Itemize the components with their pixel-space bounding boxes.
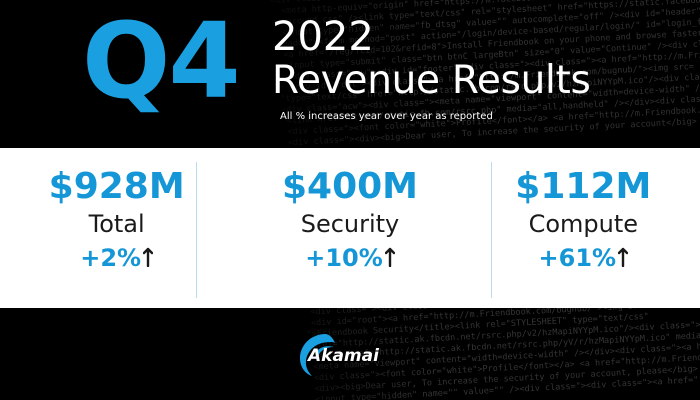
metric-amount: $400M xyxy=(281,166,418,207)
page-subtitle: All % increases year over year as report… xyxy=(280,111,493,122)
metric-change-value: +61% xyxy=(538,244,617,272)
metric-change-value: +10% xyxy=(305,244,383,272)
quarter-label: Q4 xyxy=(82,0,241,122)
arrow-up-icon xyxy=(618,247,629,267)
metric-amount: $112M xyxy=(515,166,652,207)
metric-change-value: +2% xyxy=(80,244,142,272)
metric-card-total: $928M Total +2% xyxy=(0,148,233,308)
metric-amount: $928M xyxy=(48,166,185,207)
metric-change: +2% xyxy=(0,244,233,272)
footer-banner: <div class="><div class="></div><div cla… xyxy=(0,308,700,400)
brand-name: Akamai xyxy=(308,346,379,366)
akamai-logo: Akamai xyxy=(296,330,406,380)
divider xyxy=(491,162,492,298)
arrow-up-icon xyxy=(384,247,395,267)
page-title: Revenue Results xyxy=(272,58,591,103)
divider xyxy=(196,162,197,298)
metric-label: Security xyxy=(300,210,400,238)
metric-card-compute: $112M Compute +61% xyxy=(467,148,700,308)
year-label: 2022 xyxy=(272,14,374,60)
metrics-panel: $928M Total +2% $400M Security +10% $112… xyxy=(0,148,700,308)
arrow-up-icon xyxy=(143,247,154,267)
metric-change: +10% xyxy=(233,244,466,272)
metric-card-security: $400M Security +10% xyxy=(233,148,466,308)
metric-label: Compute xyxy=(528,210,639,238)
header-banner: <div class="><div class="><meta name="re… xyxy=(0,0,700,148)
metric-label: Total xyxy=(88,210,145,238)
metric-change: +61% xyxy=(467,244,700,272)
akamai-wave-icon xyxy=(300,334,335,376)
